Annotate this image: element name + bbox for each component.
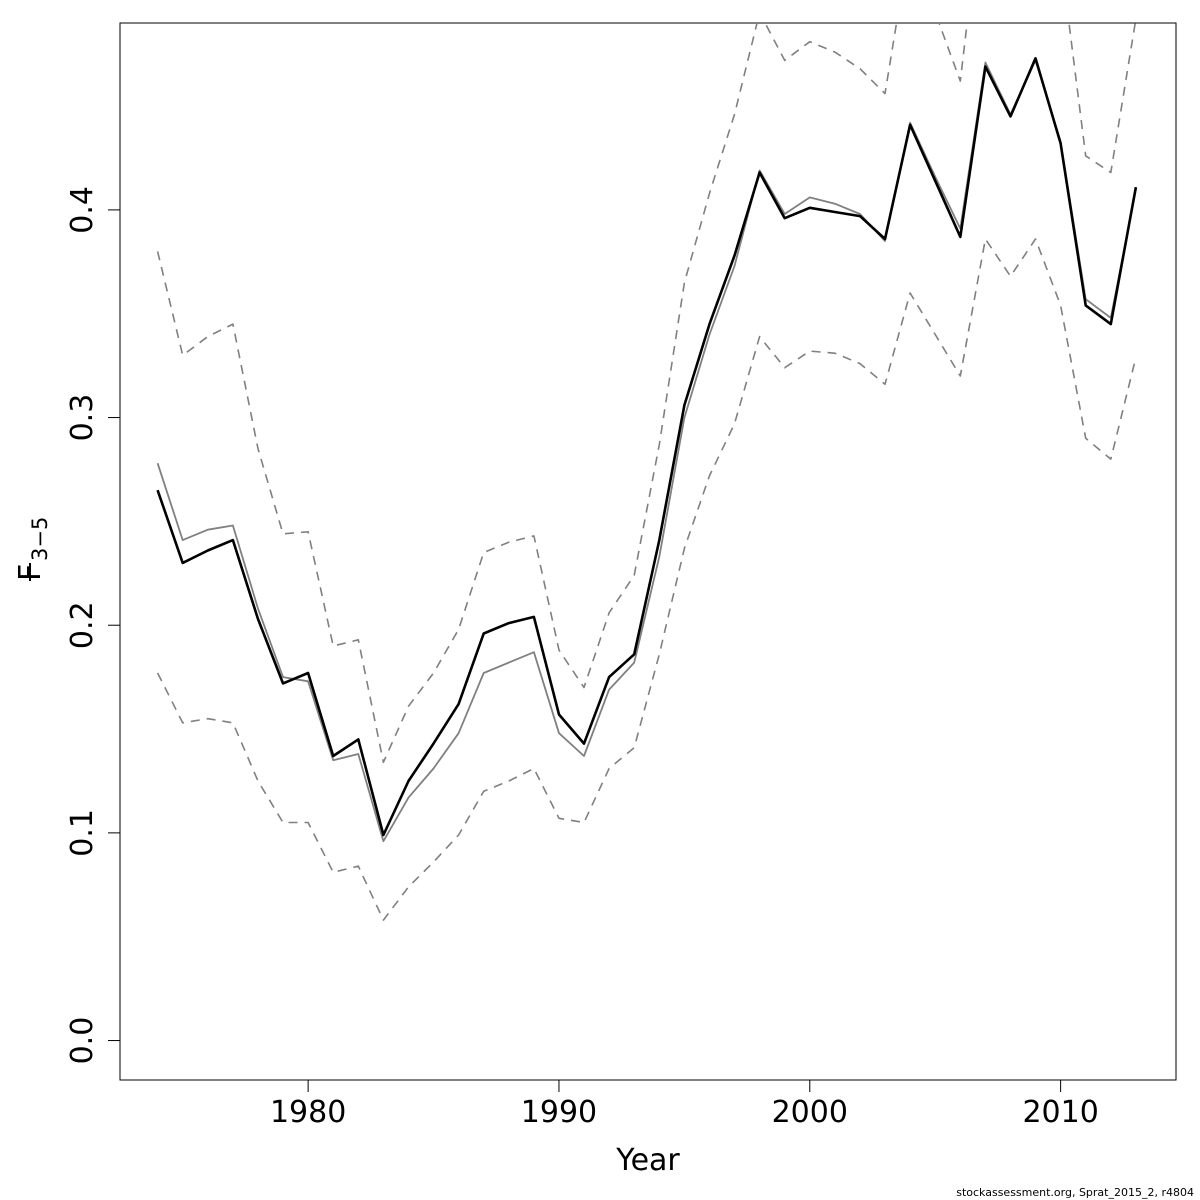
y-tick-label: 0.0 — [65, 1017, 100, 1065]
series-layer — [156, 23, 1138, 921]
y-tick-label: 0.4 — [65, 186, 100, 234]
series-line-solid-grey — [156, 59, 1137, 843]
x-tick-label: 1980 — [270, 1095, 346, 1130]
footer-note: stockassessment.org, Sprat_2015_2, r4804 — [956, 1186, 1194, 1199]
y-tick-label: 0.2 — [65, 601, 100, 649]
x-tick-label: 1990 — [521, 1095, 597, 1130]
x-tick-label: 2010 — [1022, 1095, 1098, 1130]
y-axis-title-text: F — [13, 564, 48, 581]
y-tick-label: 0.3 — [65, 394, 100, 442]
y-tick-label: 0.1 — [65, 809, 100, 857]
plot-frame — [119, 22, 1177, 1081]
x-axis-title: Year — [615, 1143, 680, 1178]
series-line-dashed-lower — [156, 238, 1137, 921]
x-tick-label: 2000 — [772, 1095, 848, 1130]
series-line-dashed-upper — [156, 23, 1137, 764]
y-axis-title-subscript: 3−5 — [28, 517, 52, 561]
y-axis-title: F 3−5 — [13, 517, 52, 581]
y-axis: 0.0 0.1 0.2 0.3 0.4 — [65, 186, 121, 1065]
x-axis: 1980 1990 2000 2010 — [270, 1079, 1099, 1130]
series-line-solid-black — [156, 56, 1138, 837]
